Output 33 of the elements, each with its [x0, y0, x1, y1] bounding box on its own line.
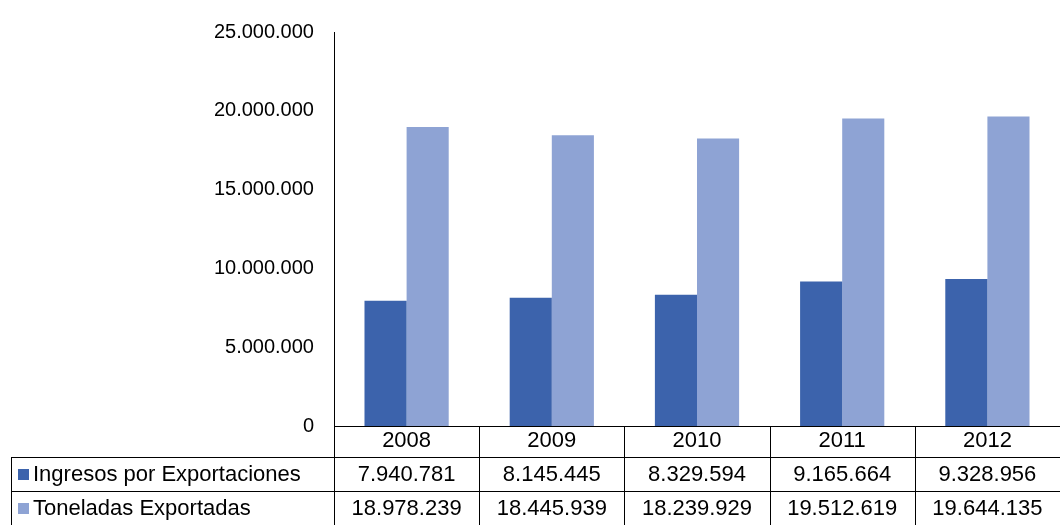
data-label: 19.512.619 — [787, 495, 898, 521]
x-tick-label: 2008 — [382, 427, 432, 453]
bar — [364, 300, 407, 426]
y-tick-label: 10.000.000 — [213, 255, 314, 278]
bar — [987, 116, 1030, 426]
y-tick-label: 15.000.000 — [213, 177, 314, 200]
legend-label: Toneladas Exportadas — [33, 495, 251, 521]
x-tick-label: 2009 — [527, 427, 577, 453]
data-label: 9.328.956 — [938, 461, 1037, 487]
bar — [654, 294, 697, 426]
data-label: 8.329.594 — [648, 461, 746, 487]
bar — [697, 138, 740, 426]
bar — [842, 118, 885, 426]
bar — [406, 126, 449, 426]
data-label: 18.239.929 — [641, 495, 753, 521]
data-label: 18.445.939 — [496, 495, 607, 521]
data-label: 8.145.445 — [502, 461, 601, 487]
bar — [509, 297, 552, 426]
y-tick-label: 20.000.000 — [213, 98, 314, 121]
data-label: 9.165.664 — [793, 461, 892, 487]
bar — [945, 278, 988, 426]
bar — [800, 281, 843, 426]
x-tick-label: 2010 — [672, 427, 722, 453]
legend-label: Ingresos por Exportaciones — [33, 461, 301, 487]
data-label: 19.644.135 — [932, 495, 1043, 521]
bar — [551, 135, 594, 426]
y-tick-label: 0 — [302, 413, 314, 436]
x-tick-label: 2011 — [818, 427, 866, 453]
y-tick-label: 5.000.000 — [225, 334, 314, 357]
y-tick-label: 25.000.000 — [213, 19, 314, 42]
x-tick-label: 2012 — [962, 427, 1012, 453]
data-label: 18.978.239 — [351, 495, 462, 521]
data-label: 7.940.781 — [357, 461, 456, 487]
